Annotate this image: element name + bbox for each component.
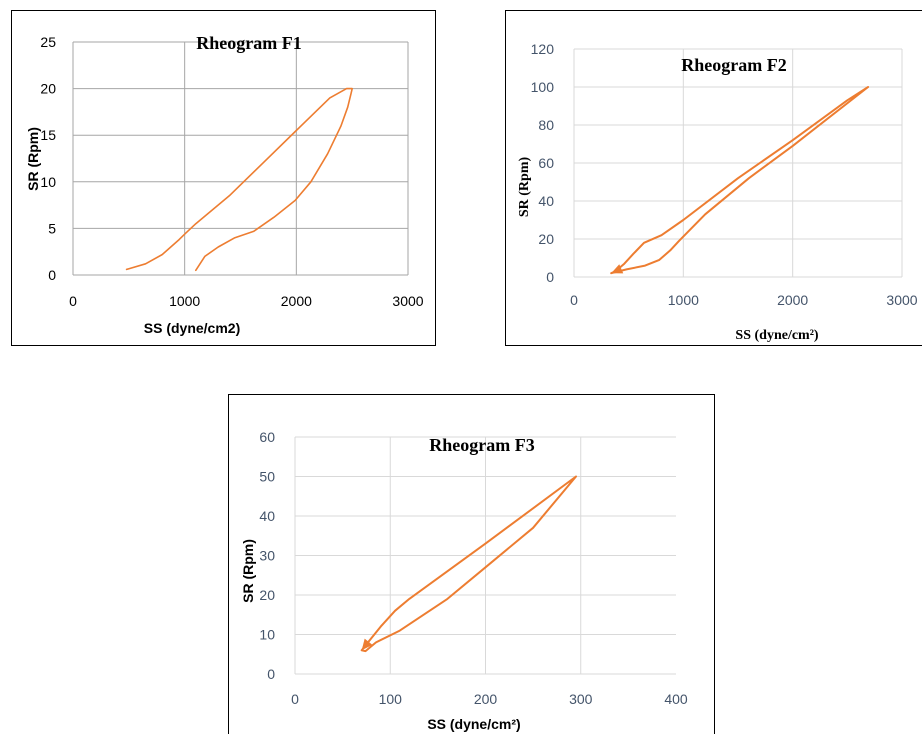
y-tick-label: 0 — [48, 267, 56, 283]
y-tick-label: 60 — [538, 155, 554, 171]
x-tick-label: 0 — [291, 691, 299, 707]
y-tick-label: 30 — [259, 548, 275, 564]
x-tick-label: 200 — [474, 691, 498, 707]
x-axis-label: SS (dyne/cm2) — [144, 320, 240, 336]
arrowhead — [361, 638, 373, 651]
x-tick-label: 1000 — [169, 293, 200, 309]
x-tick-label: 400 — [664, 691, 688, 707]
y-tick-label: 0 — [546, 269, 554, 285]
y-tick-label: 20 — [40, 81, 56, 97]
rheogram-f2-chart: 0 20 40 60 80 100 120 0 1000 2000 3000 Rheogram F2… — [517, 41, 918, 343]
x-tick-label: 3000 — [392, 293, 423, 309]
x-tick-label: 2000 — [281, 293, 312, 309]
y-tick-label: 40 — [538, 193, 554, 209]
x-tick-label: 1000 — [668, 292, 699, 308]
rheogram-f3-panel: 0 10 20 30 40 50 60 0 100 200 300 400 Rheogram F3 S… — [228, 394, 715, 734]
arrowhead — [611, 264, 624, 274]
y-tick-label: 25 — [40, 34, 56, 50]
x-tick-label: 300 — [569, 691, 593, 707]
y-tick-label: 5 — [48, 220, 56, 236]
x-tick-label: 100 — [379, 691, 403, 707]
y-tick-label: 20 — [259, 587, 275, 603]
rheogram-f1-panel: 0 5 10 15 20 25 0 1000 2000 3000 Rheogram F1 SS (… — [11, 10, 436, 346]
y-tick-label: 120 — [531, 41, 555, 57]
y-tick-label: 60 — [259, 429, 275, 445]
series-line — [610, 86, 870, 275]
chart-title: Rheogram F1 — [196, 33, 301, 53]
y-tick-label: 10 — [40, 174, 56, 190]
plot-area: 0 10 20 30 40 50 60 0 100 200 300 400 — [259, 429, 687, 707]
y-tick-label: 0 — [267, 666, 275, 682]
y-tick-label: 50 — [259, 469, 275, 485]
y-tick-label: 10 — [259, 627, 275, 643]
x-tick-label: 3000 — [886, 292, 917, 308]
x-axis-label: SS (dyne/cm²) — [735, 328, 818, 343]
plot-area: 0 5 10 15 20 25 0 1000 2000 3000 — [40, 34, 423, 309]
x-tick-label: 0 — [69, 293, 77, 309]
y-axis-label: SR (Rpm) — [517, 157, 532, 218]
series-line — [360, 475, 577, 653]
plot-area: 0 20 40 60 80 100 120 0 1000 2000 3000 — [531, 41, 918, 308]
y-axis-label: SR (Rpm) — [240, 539, 256, 603]
y-tick-label: 40 — [259, 508, 275, 524]
chart-title: Rheogram F2 — [681, 55, 786, 75]
x-tick-label: 0 — [570, 292, 578, 308]
y-tick-label: 15 — [40, 127, 56, 143]
y-tick-label: 20 — [538, 231, 554, 247]
y-tick-label: 80 — [538, 117, 554, 133]
series-line — [125, 87, 354, 272]
rheogram-f2-panel: 0 20 40 60 80 100 120 0 1000 2000 3000 Rheogram F2… — [505, 10, 922, 346]
y-tick-label: 100 — [531, 79, 555, 95]
x-tick-label: 2000 — [777, 292, 808, 308]
rheogram-f3-chart: 0 10 20 30 40 50 60 0 100 200 300 400 Rheogram F3 S… — [240, 429, 688, 732]
y-axis-label: SR (Rpm) — [25, 127, 41, 191]
chart-title: Rheogram F3 — [429, 435, 534, 455]
x-axis-label: SS (dyne/cm²) — [427, 716, 520, 732]
rheogram-f1-chart: 0 5 10 15 20 25 0 1000 2000 3000 Rheogram F1 SS (… — [25, 33, 424, 336]
